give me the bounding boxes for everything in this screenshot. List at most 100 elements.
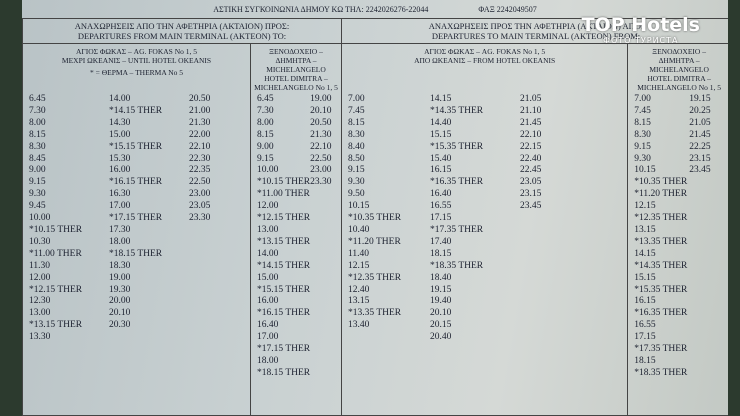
departure-time: 7.45 [348,105,365,116]
departure-time: *11.20 THER [348,236,401,247]
heading-english: DEPARTURES FROM MAIN TERMINAL (AKTEON) T… [77,31,287,41]
header: ΑΣΤΙΚΗ ΣΥΓΚΟΙΝΩΝΙΑ ΔΗΜΟΥ ΚΩ ΤΗΛ: 2242026… [22,0,728,18]
departure-time: 23.45 [520,201,542,212]
departure-time: 16.30 [109,189,131,200]
time-column: 20.50 21.00 21.30 22.00 22.10 22.30 22.35 22.50… [189,94,249,344]
departure-time: 13.00 [257,224,279,235]
time-column: 21.05 21.10 21.45 22.10 22.15 22.40 22.45 23.05… [520,94,620,344]
watermark-caption: ФОТО ТУРИСТА [603,36,679,45]
departure-time: 18.15 [430,248,452,259]
departure-time: 22.10 [189,141,211,152]
departure-time: *10.35 THER [634,177,688,188]
time-column: 14.15 *14.35 THER 14.40 15.15 *15.35 THER 15.… [430,94,520,344]
time-column: 19.15 20.25 21.05 21.45 22.25 23.15 23.45 [689,94,728,380]
departure-time: 9.15 [634,141,651,152]
departure-time: 16.55 [634,320,656,331]
departure-time: 17.00 [109,201,131,212]
departure-time: 17.30 [109,224,131,235]
departure-time: 22.50 [189,177,211,188]
departure-time: 22.35 [189,165,211,176]
departure-time: *18.15 THER [109,248,163,259]
departure-time: 21.10 [520,105,542,116]
departure-time: 19.00 [109,272,131,283]
departure-time: 9.30 [348,177,365,188]
departure-time: 14.40 [430,117,452,128]
section-heading: ΑΝΑΧΩΡΗΣΕΙΣ ΠΡΟΣ ΤΗΝ ΑΦΕΤΗΡΙΑ (ΑΚΤΑΙΟΝ) … [342,19,728,44]
departure-time: *16.15 THER [109,177,163,188]
departure-time: 8.30 [29,141,46,152]
departure-time: 22.15 [520,141,542,152]
departure-time: 8.30 [634,129,651,140]
departure-time: 21.30 [310,129,332,140]
route-name-line: HOTEL DIMITRA – [647,74,711,83]
time-columns: 6.45 7.30 8.00 8.15 8.30 8.45 9.00 9.15 9.30 9.45… [23,94,250,344]
departure-time: 8.00 [29,117,46,128]
route-name-line: ΞΕΝΟΔΟΧΕΙΟ – [269,47,323,56]
departure-time: 22.25 [689,141,711,152]
departure-time: 22.10 [310,141,332,152]
departure-time: 9.15 [29,177,46,188]
departure-time: 20.30 [109,320,131,331]
departure-time: 21.00 [189,105,211,116]
departure-time: 23.30 [189,213,211,224]
departure-time: 13.15 [348,296,370,307]
time-columns: 6.45 7.30 8.00 8.15 9.00 9.15 10.00 *10.15 THER… [251,94,341,380]
departure-time: 8.15 [634,117,651,128]
departure-time: 18.15 [634,355,656,366]
route: ΞΕΝΟΔΟΧΕΙΟ – ΔΗΜΗΤΡΑ – MICHELANGELO HOTEL D… [628,44,728,415]
departure-time: 23.05 [520,177,542,188]
departure-time: *18.35 THER [634,367,688,378]
departure-time: 13.15 [634,224,656,235]
time-column: 6.45 7.30 8.00 8.15 8.30 8.45 9.00 9.15 9.30 9.45… [29,94,109,344]
departure-time: 16.55 [430,201,452,212]
departure-time: 9.15 [257,153,274,164]
routes: ΑΓΙΟΣ ΦΩΚΑΣ – AG. FOKAS No 1, 5 ΜΕΧΡΙ ΩΚΕ… [23,44,341,415]
departure-time: 7.30 [29,105,46,116]
departure-time: 22.30 [189,153,211,164]
departure-time: 19.15 [430,284,452,295]
departure-time: 20.25 [689,105,711,116]
departure-time: 15.40 [430,153,452,164]
departure-time: 11.40 [348,248,370,259]
section: ΑΝΑΧΩΡΗΣΕΙΣ ΠΡΟΣ ΤΗΝ ΑΦΕΤΗΡΙΑ (ΑΚΤΑΙΟΝ) … [341,18,728,416]
departure-time: *10.15 THER [29,224,83,235]
departure-time: *17.15 THER [257,344,311,355]
departure-time: 9.50 [348,189,365,200]
departure-time: *17.35 THER [634,344,688,355]
heading-english: DEPARTURES TO MAIN TERMINAL (AKTEON) FRO… [431,31,641,41]
departure-time: 21.05 [689,117,711,128]
departure-time: 8.30 [348,129,365,140]
departure-time: 22.10 [520,129,542,140]
departure-time: 20.10 [430,308,452,319]
departure-time: 20.00 [109,296,131,307]
departure-time: *12.35 THER [348,272,402,283]
watermark: TOP Hotels ФОТО ТУРИСТА [582,14,700,45]
departure-time: 20.10 [310,105,332,116]
departure-time: 23.15 [689,153,711,164]
header-fax: ΦΑΞ 2242049507 [478,4,537,14]
route-name-line: MICHELANGELO [266,65,326,74]
departure-time: 8.40 [348,141,365,152]
timetable-sheet: ΑΣΤΙΚΗ ΣΥΓΚΟΙΝΩΝΙΑ ΔΗΜΟΥ ΚΩ ΤΗΛ: 2242026… [22,0,728,416]
departure-time: 23.30 [310,177,332,188]
departure-time: 21.45 [689,129,711,140]
heading-greek: ΑΝΑΧΩΡΗΣΕΙΣ ΑΠΟ ΤΗΝ ΑΦΕΤΗΡΙΑ (ΑΚΤΑΙΟΝ) Π… [74,21,290,31]
route: ΑΓΙΟΣ ΦΩΚΑΣ – AG. FOKAS No 1, 5 ΑΠΟ ΩΚΕΑΝ… [342,44,629,415]
departure-time: 13.40 [348,320,370,331]
time-column: 19.00 20.10 20.50 21.30 22.10 22.50 23.00 23.30 [310,94,345,380]
departure-time: *11.20 THER [634,189,688,200]
departure-time: *17.35 THER [430,224,484,235]
route-name: ΞΕΝΟΔΟΧΕΙΟ – ΔΗΜΗΤΡΑ – MICHELANGELO HOTEL D… [628,44,728,94]
departure-time: 23.00 [189,189,211,200]
departure-time: 19.30 [109,284,131,295]
departure-time: 17.15 [430,213,452,224]
departure-time: 15.30 [109,153,131,164]
departure-time: *11.00 THER [29,248,82,259]
departure-time: *18.35 THER [430,260,484,271]
departure-time: *12.35 THER [634,213,688,224]
departure-time: 7.00 [348,94,365,104]
section-heading: ΑΝΑΧΩΡΗΣΕΙΣ ΑΠΟ ΤΗΝ ΑΦΕΤΗΡΙΑ (ΑΚΤΑΙΟΝ) Π… [23,19,341,44]
departure-time: 6.45 [29,94,46,104]
departure-time: 12.30 [29,296,51,307]
